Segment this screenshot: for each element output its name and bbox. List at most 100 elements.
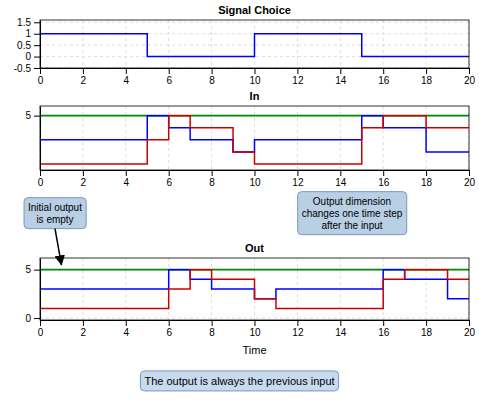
tick: 10	[249, 68, 261, 86]
tick-label: 2	[81, 75, 87, 86]
tick: -0.5	[14, 63, 40, 74]
tick-mark	[126, 320, 127, 326]
tick-label: 12	[292, 327, 304, 338]
axis-line	[40, 107, 41, 171]
series-line	[40, 270, 469, 309]
tick: 6	[166, 320, 172, 338]
tick: 16	[378, 68, 390, 86]
tick-mark	[383, 68, 384, 74]
tick: 2	[81, 68, 87, 86]
y-axis: 5	[25, 107, 40, 171]
tick-mark	[169, 320, 170, 326]
grid-line	[40, 318, 469, 319]
tick: 20	[464, 320, 476, 338]
tick-label: 4	[124, 327, 130, 338]
tick: 0	[25, 51, 40, 62]
tick-mark	[297, 170, 298, 176]
grid-line	[168, 20, 169, 68]
tick-mark	[383, 170, 384, 176]
subplot: 024681012141618205In	[25, 90, 475, 188]
tick: 8	[209, 68, 215, 86]
tick-mark	[34, 57, 40, 58]
tick: 18	[421, 170, 433, 188]
tick: 6	[166, 170, 172, 188]
annotation-text: The output is always the previous input	[144, 375, 334, 387]
grid-line	[383, 20, 384, 68]
tick: 16	[378, 170, 390, 188]
tick: 5	[25, 110, 40, 121]
tick-mark	[212, 68, 213, 74]
tick-mark	[34, 318, 40, 319]
tick: 20	[464, 68, 476, 86]
tick-label: 14	[335, 75, 347, 86]
tick-mark	[340, 320, 341, 326]
tick-mark	[426, 68, 427, 74]
grid-line	[340, 20, 341, 68]
tick-mark	[469, 68, 470, 74]
tick-mark	[383, 320, 384, 326]
tick-label: 2	[81, 177, 87, 188]
tick-mark	[297, 68, 298, 74]
axis-line	[40, 259, 41, 321]
grid	[40, 20, 469, 68]
tick: 0	[25, 313, 40, 324]
tick-mark	[426, 320, 427, 326]
annotation-line: after the input	[321, 220, 382, 231]
x-axis: 02468101214161820	[38, 170, 476, 188]
tick-label: 20	[464, 75, 476, 86]
plot-area	[40, 34, 469, 57]
tick-label: 8	[209, 75, 215, 86]
tick-mark	[169, 68, 170, 74]
annotation-box	[298, 192, 407, 235]
tick-mark	[34, 22, 40, 23]
plot-area	[40, 270, 469, 309]
tick: 10	[249, 320, 261, 338]
tick: 20	[464, 170, 476, 188]
tick: 4	[124, 320, 130, 338]
tick-label: 18	[421, 177, 433, 188]
tick-label: 0	[25, 51, 31, 62]
plot-frame	[40, 106, 469, 170]
annotation-line: The output is always the previous input	[144, 375, 334, 387]
tick-label: 8	[209, 177, 215, 188]
y-axis: 05	[25, 259, 40, 324]
x-axis: 02468101214161820	[38, 320, 476, 338]
tick: 14	[335, 320, 347, 338]
tick: 16	[378, 320, 390, 338]
annotation: Initial outputis empty	[24, 198, 86, 265]
annotation-text: Initial outputis empty	[28, 202, 82, 225]
tick-mark	[426, 170, 427, 176]
tick-label: 10	[249, 177, 261, 188]
annotation-box	[140, 371, 338, 391]
tick-mark	[212, 170, 213, 176]
tick-label: 4	[124, 177, 130, 188]
chart: 02468101214161820-0.500.511.5Signal Choi…	[0, 0, 479, 415]
tick-label: 0	[38, 75, 44, 86]
subplot-title: Out	[245, 242, 264, 254]
tick-label: 10	[249, 327, 261, 338]
tick-mark	[126, 68, 127, 74]
tick-mark	[169, 170, 170, 176]
x-axis-title: Time	[242, 344, 266, 356]
subplot: 0 2 4 6 8 10 12 14 16 18 20 05 Out Time	[25, 242, 475, 356]
tick: 8	[209, 320, 215, 338]
annotation: Output dimensionchanges one time stepaft…	[298, 192, 407, 235]
tick-mark	[340, 170, 341, 176]
tick-mark	[340, 68, 341, 74]
subplot-title: Signal Choice	[218, 4, 291, 16]
grid	[40, 258, 469, 320]
tick-label: 20	[464, 177, 476, 188]
plot-frame	[40, 258, 469, 320]
tick-label: 6	[166, 327, 172, 338]
tick: 2	[81, 320, 87, 338]
tick-label: 18	[421, 327, 433, 338]
subplot: 02468101214161820-0.500.511.5Signal Choi…	[14, 4, 476, 86]
tick-mark	[83, 170, 84, 176]
tick-label: 1	[25, 28, 31, 39]
tick: 18	[421, 320, 433, 338]
tick-mark	[255, 170, 256, 176]
tick-label: 14	[335, 327, 347, 338]
tick-mark	[40, 170, 41, 176]
tick-label: 12	[292, 75, 304, 86]
tick: 1.5	[17, 17, 40, 28]
